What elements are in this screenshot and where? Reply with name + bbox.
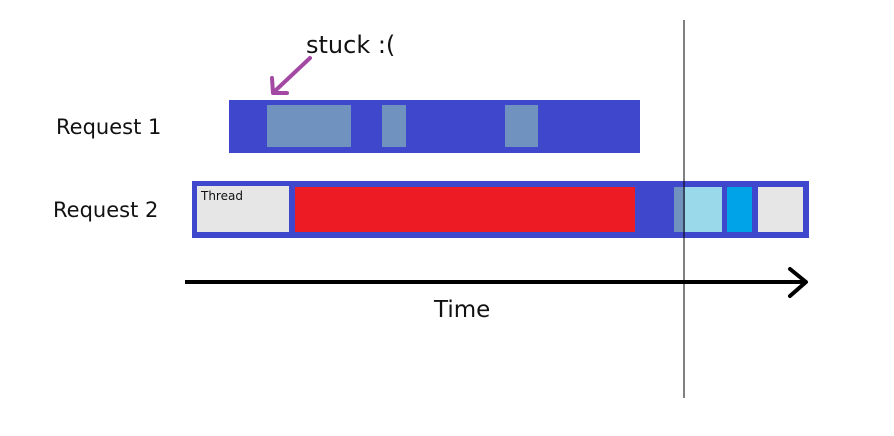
request-1-waiting-segment-3 — [505, 105, 538, 147]
request-1-waiting-segment-1 — [267, 105, 351, 147]
row-label-request-1: Request 1 — [56, 115, 162, 139]
request-1-bar — [229, 100, 640, 153]
request-1-waiting-segment-2 — [382, 105, 406, 147]
light-blue-segment — [685, 187, 722, 232]
row-label-request-2: Request 2 — [53, 198, 159, 222]
waiting-segment — [674, 187, 685, 232]
time-axis-arrowhead — [788, 267, 808, 298]
bright-blue-segment — [727, 187, 752, 232]
time-axis-label: Time — [434, 297, 491, 323]
idle-segment — [758, 187, 803, 232]
thread-label: Thread — [201, 189, 243, 203]
thread-segment: Thread — [197, 186, 289, 232]
stuck-arrow-line — [274, 56, 312, 92]
stuck-arrow-head — [270, 76, 289, 95]
request-2-bar: Thread — [192, 181, 809, 238]
stuck-annotation: stuck :( — [306, 31, 396, 59]
blocked-segment — [295, 187, 635, 232]
